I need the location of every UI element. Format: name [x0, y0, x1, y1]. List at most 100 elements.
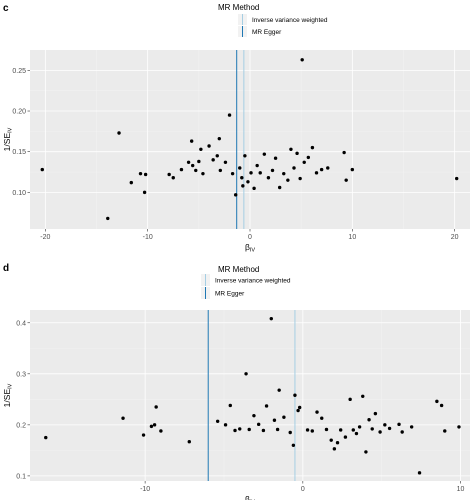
- data-point: [370, 427, 374, 431]
- data-point: [417, 471, 422, 475]
- data-point: [241, 184, 245, 188]
- data-point: [189, 139, 194, 143]
- data-point: [300, 58, 304, 62]
- data-points: [40, 58, 459, 221]
- legend: MR Method Inverse variance weighted MR Egg…: [218, 3, 328, 37]
- data-point: [320, 416, 324, 420]
- data-point: [270, 168, 275, 173]
- data-point: [154, 405, 158, 409]
- data-point: [364, 450, 368, 454]
- data-point: [293, 393, 297, 397]
- data-point: [215, 419, 220, 423]
- data-point: [233, 428, 237, 433]
- data-point: [342, 150, 346, 155]
- data-point: [249, 171, 253, 175]
- data-point: [335, 441, 340, 445]
- data-point: [269, 316, 273, 321]
- data-point: [397, 422, 401, 427]
- data-point: [167, 172, 171, 177]
- data-point: [310, 429, 314, 433]
- data-point: [143, 172, 148, 177]
- data-point: [435, 399, 439, 404]
- data-point: [296, 408, 300, 413]
- legend: MR Method Inverse variance weighted MR Egg…: [201, 265, 291, 299]
- data-point: [223, 423, 228, 427]
- data-point: [262, 152, 267, 156]
- data-point: [291, 443, 296, 447]
- data-point: [387, 426, 392, 431]
- data-point: [273, 156, 278, 160]
- data-point: [443, 429, 447, 433]
- y-tick-label: 0.3: [16, 371, 26, 378]
- data-point: [282, 171, 286, 176]
- data-point: [207, 144, 211, 148]
- data-point: [227, 113, 232, 117]
- data-point: [149, 424, 154, 429]
- data-point: [171, 176, 175, 180]
- legend-entry-label: Inverse variance weighted: [215, 278, 291, 285]
- data-point: [261, 428, 266, 433]
- data-point: [277, 185, 282, 190]
- data-point: [275, 427, 280, 432]
- data-points: [44, 316, 461, 475]
- data-point: [329, 438, 333, 442]
- y-tick-label: 0.4: [16, 320, 26, 327]
- data-point: [258, 171, 262, 175]
- data-point: [310, 145, 315, 150]
- y-tick-label: 0.15: [12, 149, 26, 156]
- data-point: [298, 176, 302, 181]
- data-point: [288, 430, 292, 435]
- data-point: [247, 427, 251, 432]
- data-point: [272, 418, 277, 422]
- y-tick-label: 0.1: [16, 473, 26, 480]
- data-point: [199, 147, 203, 151]
- data-point: [190, 163, 195, 168]
- data-point: [319, 167, 324, 172]
- data-point: [326, 166, 330, 170]
- data-point: [40, 167, 44, 172]
- data-point: [292, 166, 296, 170]
- data-point: [138, 171, 143, 176]
- data-point: [159, 429, 163, 433]
- x-tick-label: 10: [348, 234, 356, 241]
- data-point: [409, 425, 414, 429]
- x-axis-title: βIV: [245, 242, 255, 254]
- data-point: [179, 167, 184, 172]
- data-point: [373, 411, 378, 416]
- legend-entry-label: MR Egger: [252, 29, 282, 36]
- data-point: [106, 216, 110, 221]
- data-point: [141, 433, 146, 437]
- data-point: [297, 405, 302, 410]
- ticks: -20 -10 0 10 20 0.10 0.15 0.20 0.25: [12, 68, 458, 241]
- data-point: [344, 178, 348, 182]
- data-point: [400, 430, 404, 434]
- data-point: [217, 136, 222, 141]
- y-tick-label: 0.25: [12, 68, 26, 75]
- legend-entry-label: MR Egger: [215, 291, 245, 298]
- data-point: [238, 166, 242, 170]
- x-tick-label: -10: [140, 486, 150, 493]
- data-point: [357, 425, 362, 429]
- data-point: [314, 171, 319, 175]
- data-point: [240, 176, 244, 180]
- data-point: [233, 193, 238, 197]
- data-point: [367, 418, 371, 422]
- method-lines: [236, 50, 245, 229]
- x-tick-label: -10: [143, 234, 153, 241]
- data-point: [306, 155, 311, 160]
- chart-panel-d: d MR Method Inverse variance weighted MR Eg…: [2, 263, 470, 500]
- data-point: [211, 158, 215, 162]
- legend-title: MR Method: [218, 265, 259, 274]
- chart-panel-c: c MR Method Inverse variance weighted MR Eg…: [2, 3, 470, 254]
- data-point: [343, 435, 348, 439]
- data-point: [277, 388, 281, 392]
- data-point: [129, 180, 134, 185]
- legend-entry-label: Inverse variance weighted: [252, 17, 328, 24]
- data-point: [302, 160, 306, 164]
- gridlines: [30, 310, 470, 481]
- y-tick-label: 0.2: [16, 422, 26, 429]
- data-point: [187, 439, 191, 444]
- data-point: [338, 428, 343, 432]
- data-point: [244, 372, 248, 376]
- data-point: [289, 147, 293, 151]
